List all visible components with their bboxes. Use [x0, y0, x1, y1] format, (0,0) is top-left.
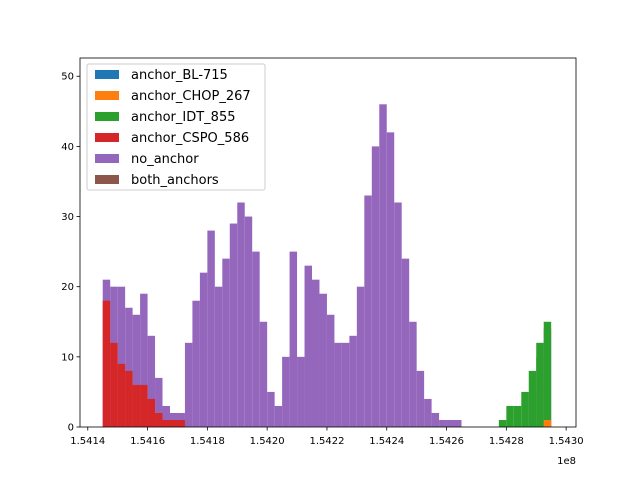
x-tick-label: 1.5430: [549, 436, 584, 447]
bar: [424, 398, 432, 427]
bar: [117, 363, 126, 427]
legend-label: anchor_CSPO_586: [131, 131, 249, 146]
x-tick-label: 1.5414: [70, 436, 105, 447]
legend: anchor_BL-715 anchor_CHOP_267 anchor_IDT_8…: [86, 63, 266, 191]
bar: [364, 195, 372, 427]
bar: [222, 258, 230, 427]
bar: [416, 370, 425, 427]
legend-swatch: [95, 154, 119, 163]
bar: [192, 300, 200, 427]
bar: [274, 405, 283, 427]
legend-swatch: [95, 112, 119, 121]
y-tick-label: 10: [61, 352, 74, 363]
bar: [125, 370, 133, 427]
bar: [244, 216, 253, 427]
bar: [155, 377, 163, 427]
bar: [543, 321, 552, 427]
y-tick-label: 0: [68, 423, 74, 434]
bar: [341, 342, 350, 427]
legend-swatch: [95, 175, 119, 184]
y-tick-label: 30: [61, 212, 74, 223]
bar: [117, 286, 126, 427]
x-tick-label: 1.5426: [429, 436, 464, 447]
bar: [184, 342, 193, 427]
bar: [162, 405, 170, 427]
bar: [386, 132, 395, 428]
legend-swatch: [95, 91, 119, 100]
bar: [543, 419, 552, 427]
bar: [439, 419, 447, 427]
x-tick-label: 1.5428: [489, 436, 524, 447]
bar: [536, 342, 544, 427]
bar: [297, 356, 305, 427]
bar: [506, 405, 514, 427]
legend-label: both_anchors: [131, 173, 219, 188]
bar: [356, 286, 365, 427]
bar: [147, 398, 156, 427]
bar: [155, 412, 163, 427]
bar: [162, 419, 170, 427]
x-tick-label: 1.5420: [250, 436, 285, 447]
bar: [349, 335, 357, 427]
bar: [207, 230, 215, 427]
y-tick-label: 50: [61, 72, 74, 83]
bar: [102, 300, 111, 427]
bar: [498, 419, 507, 427]
legend-label: anchor_IDT_855: [131, 110, 236, 125]
bar: [431, 412, 440, 427]
legend-label: no_anchor: [131, 152, 199, 167]
y-tick-label: 20: [61, 282, 74, 293]
plot-frame: [79, 57, 577, 428]
x-tick-label: 1.5416: [130, 436, 165, 447]
bar: [401, 258, 410, 427]
bar: [454, 419, 462, 427]
bar: [199, 272, 208, 427]
bar: [446, 419, 455, 427]
bar: [334, 342, 342, 427]
bar: [304, 265, 313, 427]
legend-swatch: [95, 133, 119, 142]
x-tick-label: 1.5422: [309, 436, 344, 447]
bar: [513, 405, 522, 427]
bar: [319, 293, 327, 427]
bar: [289, 251, 298, 427]
bar: [312, 279, 320, 427]
bar: [229, 223, 238, 427]
bar: [140, 384, 148, 427]
bar: [521, 391, 529, 427]
bar: [110, 342, 118, 427]
bar: [214, 286, 223, 427]
legend-label: anchor_BL-715: [131, 68, 228, 83]
bar: [169, 419, 178, 427]
legend-label: anchor_CHOP_267: [131, 89, 251, 104]
legend-frame: [86, 63, 266, 191]
x-tick-label: 1.5418: [190, 436, 225, 447]
legend-swatch: [95, 70, 119, 79]
x-offset-label: 1e8: [557, 456, 576, 467]
bar: [409, 321, 417, 427]
bar: [177, 419, 185, 427]
bar: [132, 384, 141, 427]
x-tick-label: 1.5424: [369, 436, 404, 447]
bar: [147, 335, 156, 427]
y-tick-label: 40: [61, 142, 74, 153]
bar: [259, 321, 268, 427]
bar: [282, 356, 290, 427]
bar: [379, 104, 387, 427]
bar: [326, 314, 335, 427]
bar: [394, 202, 402, 427]
bar: [125, 307, 133, 427]
bar: [267, 391, 275, 427]
bar: [252, 251, 260, 427]
bar: [371, 146, 380, 427]
bar: [140, 293, 148, 427]
bar: [528, 370, 537, 427]
bar: [237, 202, 245, 427]
bar: [132, 314, 141, 427]
